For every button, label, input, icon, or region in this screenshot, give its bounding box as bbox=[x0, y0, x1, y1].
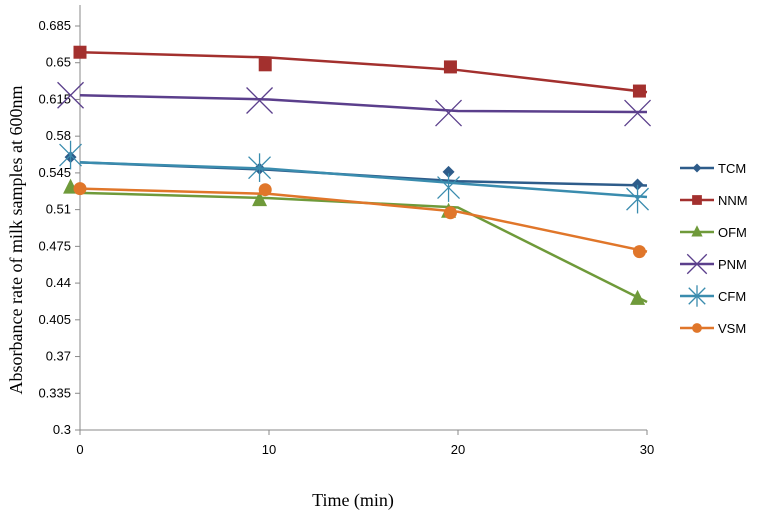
series-line bbox=[79, 191, 648, 304]
y-tick-labels: 0.3 0.335 0.37 0.405 0.44 0.475 0.51 0.545 0.58 0… bbox=[38, 18, 71, 437]
data-point-x bbox=[435, 99, 463, 127]
legend-item-pnm: PNM bbox=[680, 253, 747, 275]
data-point-circle bbox=[632, 245, 646, 259]
data-point-asterisk bbox=[437, 173, 461, 202]
data-point-circle bbox=[258, 183, 272, 197]
legend-item-vsm: VSM bbox=[680, 321, 746, 336]
series-tcm bbox=[64, 151, 648, 191]
data-point-circle bbox=[73, 182, 87, 196]
data-point-x bbox=[246, 87, 274, 114]
x-tick-label: 0 bbox=[76, 442, 83, 457]
data-point-square bbox=[632, 84, 646, 98]
series-nnm bbox=[73, 45, 648, 98]
data-point-square bbox=[692, 195, 702, 205]
y-tick-label: 0.405 bbox=[38, 312, 71, 327]
chart-legend: TCM NNM OFM PNM CFM VSM bbox=[680, 161, 748, 336]
data-point-asterisk bbox=[59, 140, 83, 170]
data-point-square bbox=[73, 45, 87, 59]
series-cfm bbox=[59, 140, 650, 214]
data-point-square bbox=[443, 60, 457, 74]
y-tick-label: 0.65 bbox=[46, 55, 71, 70]
data-point-x bbox=[686, 253, 708, 275]
series-line bbox=[79, 161, 648, 199]
legend-item-nnm: NNM bbox=[680, 193, 748, 208]
y-tick-label: 0.3 bbox=[53, 422, 71, 437]
legend-item-cfm: CFM bbox=[680, 285, 746, 307]
data-point-diamond bbox=[442, 165, 455, 178]
x-axis-title: Time (min) bbox=[312, 490, 394, 511]
legend-label: NNM bbox=[718, 193, 748, 208]
series-pnm bbox=[57, 81, 652, 127]
legend-item-tcm: TCM bbox=[680, 161, 746, 176]
data-point-diamond bbox=[631, 178, 644, 191]
legend-label: PNM bbox=[718, 257, 747, 272]
data-point-circle bbox=[692, 323, 702, 333]
x-tick-labels: 0 10 20 30 bbox=[76, 442, 654, 457]
legend-item-ofm: OFM bbox=[680, 225, 747, 240]
data-point-triangle bbox=[691, 225, 703, 237]
y-tick-label: 0.335 bbox=[38, 385, 71, 400]
series-line bbox=[79, 50, 648, 94]
x-tick-label: 20 bbox=[451, 442, 465, 457]
y-tick-label: 0.545 bbox=[38, 165, 71, 180]
data-point-square bbox=[258, 58, 272, 72]
series-line bbox=[79, 93, 648, 114]
data-point-circle bbox=[443, 206, 457, 220]
y-tick-label: 0.685 bbox=[38, 18, 71, 33]
data-point-x bbox=[57, 81, 85, 109]
series-vsm bbox=[73, 182, 648, 259]
x-tick-label: 30 bbox=[640, 442, 654, 457]
y-tick-label: 0.44 bbox=[46, 275, 71, 290]
data-point-asterisk bbox=[248, 153, 272, 182]
data-point-triangle bbox=[252, 191, 268, 207]
data-point-diamond bbox=[692, 163, 702, 173]
legend-label: TCM bbox=[718, 161, 746, 176]
data-point-triangle bbox=[630, 289, 646, 305]
legend-label: VSM bbox=[718, 321, 746, 336]
y-tick-label: 0.58 bbox=[46, 128, 71, 143]
series-ofm bbox=[63, 178, 648, 305]
chart-axes bbox=[75, 5, 648, 435]
x-tick-label: 10 bbox=[262, 442, 276, 457]
y-tick-label: 0.475 bbox=[38, 238, 71, 253]
y-tick-label: 0.51 bbox=[46, 202, 71, 217]
y-tick-label: 0.37 bbox=[46, 349, 71, 364]
legend-label: OFM bbox=[718, 225, 747, 240]
series-line bbox=[79, 187, 648, 253]
data-point-asterisk bbox=[626, 184, 650, 214]
data-point-asterisk bbox=[688, 285, 706, 307]
y-axis-title: Absorbance rate of milk samples at 600nm bbox=[6, 86, 26, 395]
chart-series bbox=[57, 45, 652, 305]
legend-label: CFM bbox=[718, 289, 746, 304]
data-point-x bbox=[624, 99, 652, 127]
